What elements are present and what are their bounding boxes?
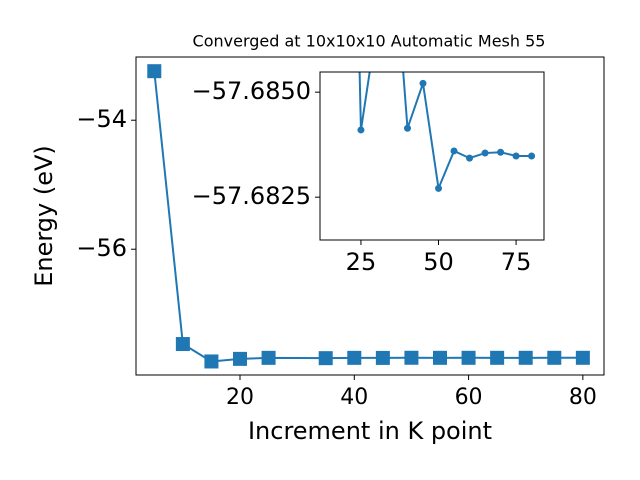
marker (461, 350, 476, 365)
plot-area (320, 72, 544, 240)
marker (261, 350, 276, 365)
marker (347, 350, 362, 365)
x-axis-label: Increment in K point (248, 417, 492, 445)
marker (450, 147, 458, 155)
x-tick-label: 20 (226, 385, 254, 410)
y-tick-label: −56 (76, 234, 127, 262)
axes-frame (135, 56, 605, 376)
y-tick-label: −57.6850 (192, 77, 311, 105)
series (147, 64, 590, 369)
marker (490, 350, 505, 365)
axes-frame (319, 71, 545, 241)
marker (147, 64, 162, 79)
marker (435, 184, 443, 192)
marker (528, 152, 536, 160)
marker (233, 351, 247, 366)
x-tick-label: 80 (569, 385, 597, 410)
marker (357, 126, 365, 134)
x-tick-label: 75 (501, 248, 532, 276)
marker (433, 350, 447, 365)
x-tick-label: 40 (340, 385, 368, 410)
marker (204, 354, 219, 369)
series (357, 72, 536, 193)
marker (497, 148, 505, 156)
marker (518, 350, 533, 365)
marker (481, 149, 489, 157)
y-axis-label: Energy (eV) (30, 145, 58, 287)
marker (404, 350, 419, 365)
x-tick-label: 50 (423, 248, 454, 276)
y-tick-label: −57.6825 (192, 182, 311, 210)
marker (419, 79, 427, 87)
marker (512, 152, 520, 160)
marker (547, 350, 562, 365)
marker (575, 350, 590, 365)
marker (318, 351, 333, 366)
x-tick-label: 60 (455, 385, 483, 410)
marker (175, 337, 190, 352)
marker (375, 350, 390, 365)
marker (403, 124, 411, 132)
x-tick-label: 25 (346, 248, 377, 276)
y-tick-label: −54 (76, 105, 127, 133)
marker (466, 154, 474, 162)
chart-title: Converged at 10x10x10 Automatic Mesh 55 (193, 32, 546, 51)
